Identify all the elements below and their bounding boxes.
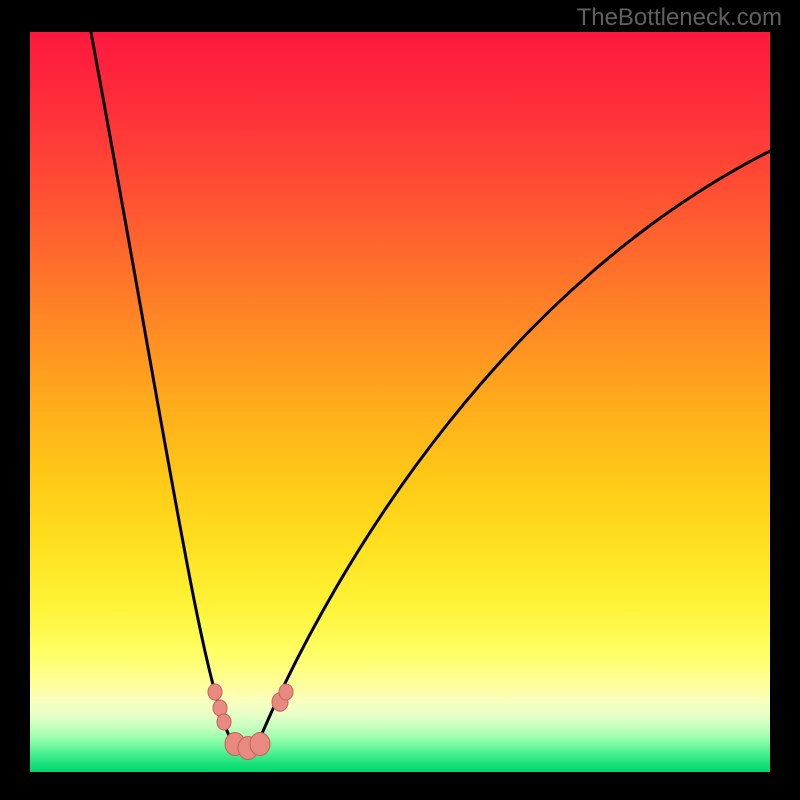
bottleneck-plot [30, 32, 770, 772]
chart-frame: TheBottleneck.com [0, 0, 800, 800]
marker-point [208, 684, 222, 700]
plot-background [30, 32, 770, 772]
marker-point [279, 684, 293, 700]
marker-point [217, 714, 231, 730]
plot-svg [30, 32, 770, 772]
watermark-text: TheBottleneck.com [577, 4, 782, 32]
marker-point [250, 733, 270, 756]
